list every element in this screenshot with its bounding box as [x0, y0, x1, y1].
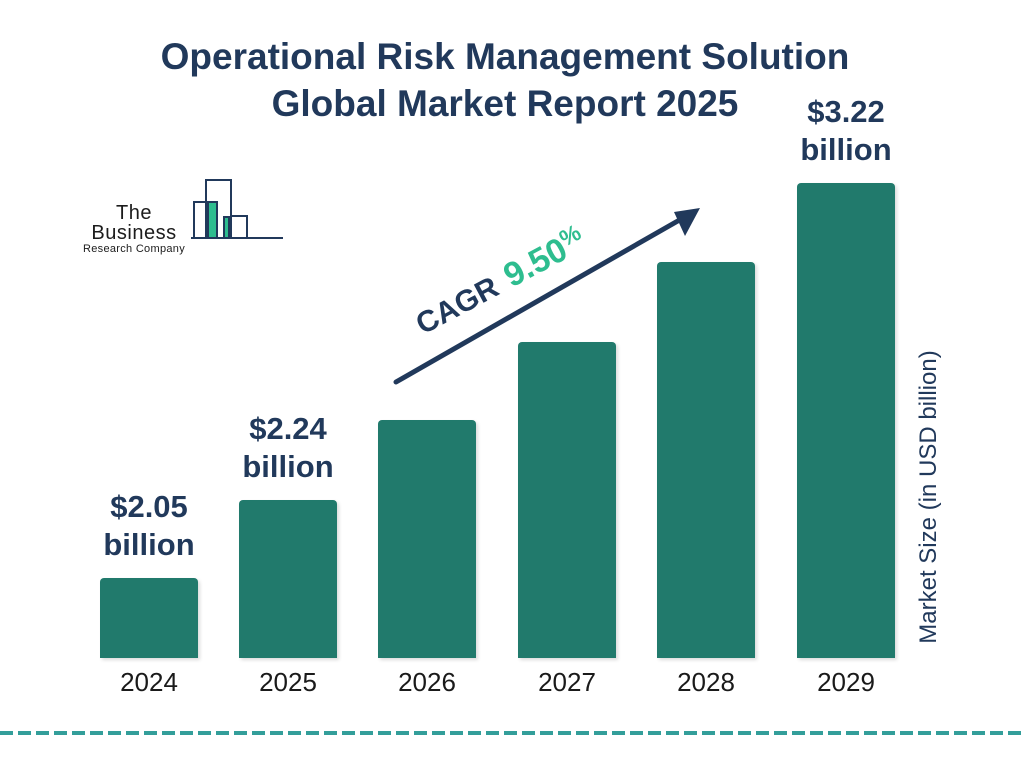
company-logo-text: The Business Research Company: [73, 203, 195, 255]
bottom-dashed-divider: [0, 731, 1024, 735]
chart-title: Operational Risk Management Solution Glo…: [0, 33, 1010, 127]
value-label-2024-unit: billion: [103, 527, 195, 562]
growth-arrow-icon: [393, 208, 700, 385]
value-label-2024-amount: $2.05: [110, 489, 188, 524]
value-label-2025-amount: $2.24: [249, 411, 327, 446]
company-logo: The Business Research Company: [73, 176, 285, 255]
value-label-2025: $2.24 billion: [242, 410, 333, 486]
value-label-2024: $2.05 billion: [103, 488, 194, 564]
bar-2027: [518, 342, 616, 658]
bar-2026: [378, 420, 476, 658]
y-axis-title: Market Size (in USD billion): [915, 350, 942, 644]
value-label-2029: $3.22 billion: [800, 93, 891, 169]
bar-2025: [239, 500, 337, 658]
year-label-2025: 2025: [259, 667, 317, 697]
value-label-2029-amount: $3.22: [807, 94, 885, 129]
chart-title-line2: Global Market Report 2025: [271, 83, 739, 124]
year-label-2029: 2029: [817, 667, 875, 697]
logo-bars-icon: [191, 179, 283, 239]
bar-2024: [100, 578, 198, 658]
company-name: The Business: [91, 202, 177, 244]
value-label-2025-unit: billion: [242, 449, 334, 484]
bar-2028: [657, 262, 755, 658]
bar-2029: [797, 183, 895, 658]
year-label-2027: 2027: [538, 667, 596, 697]
company-subname: Research Company: [82, 243, 185, 255]
year-label-2024: 2024: [120, 667, 178, 697]
year-label-2028: 2028: [677, 667, 735, 697]
value-label-2029-unit: billion: [800, 132, 892, 167]
chart-title-line1: Operational Risk Management Solution: [160, 36, 850, 77]
year-label-2026: 2026: [398, 667, 456, 697]
